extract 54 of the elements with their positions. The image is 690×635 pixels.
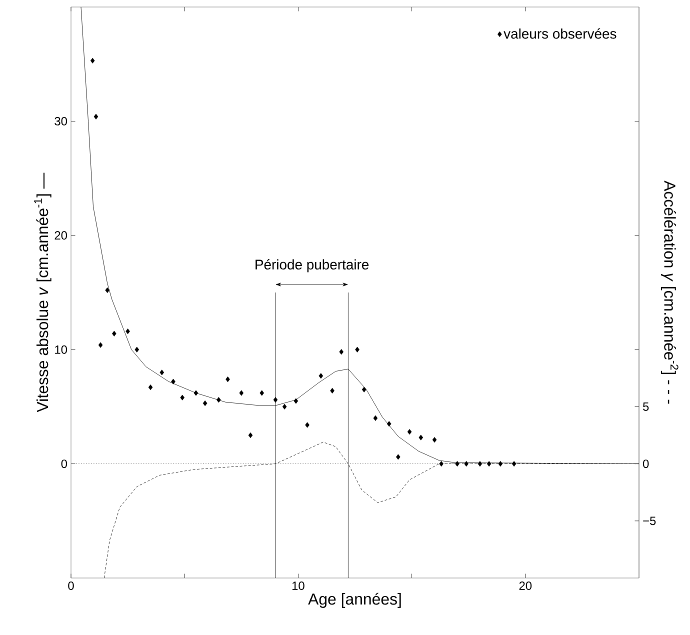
point	[126, 328, 130, 334]
y-tick-label: 20	[54, 231, 68, 240]
point	[112, 330, 116, 336]
y2-tick-label: −5	[643, 516, 656, 526]
point	[498, 461, 503, 467]
y-tick-label: 30	[54, 116, 68, 126]
point	[373, 415, 378, 421]
point	[94, 114, 98, 120]
x-tick-label: 0	[68, 582, 74, 590]
point	[464, 461, 468, 467]
point	[396, 454, 400, 460]
x-tick-label: 10	[292, 582, 304, 590]
point	[355, 346, 360, 352]
point	[330, 388, 334, 394]
point	[194, 390, 198, 396]
point	[339, 349, 344, 355]
point	[260, 390, 264, 396]
y2-tick-label: 0	[642, 460, 649, 468]
legend-label: valeurs observées	[504, 28, 616, 39]
point	[239, 390, 244, 396]
point	[418, 434, 424, 440]
y2-axis-title: Accélération γ [cm.année$^{-2}$] - - -	[660, 180, 678, 404]
y2-tick-label: 5	[643, 402, 649, 411]
y-tick-label: 0	[61, 460, 68, 468]
point	[386, 421, 392, 427]
point	[273, 397, 278, 403]
point	[180, 394, 184, 400]
point	[98, 342, 103, 348]
point	[512, 461, 516, 467]
x-tick-label: 20	[519, 582, 532, 590]
point	[160, 370, 164, 376]
point	[478, 461, 482, 467]
point	[439, 461, 444, 467]
point	[282, 404, 287, 410]
point	[148, 384, 153, 390]
y-tick-label: 10	[55, 345, 68, 354]
point	[171, 378, 176, 384]
point	[134, 346, 140, 352]
point	[407, 429, 412, 435]
point	[202, 400, 208, 406]
point	[486, 461, 492, 467]
y-axis-title: Vitesse absolue v [cm.année$^{-1}$] —	[34, 172, 52, 412]
point	[294, 398, 298, 404]
annotation: Période pubertaire	[256, 259, 369, 272]
point	[216, 397, 221, 403]
point	[90, 58, 95, 64]
point	[362, 386, 366, 392]
point	[305, 422, 310, 428]
point	[248, 432, 253, 438]
x-axis-title: Age [années]	[308, 592, 401, 608]
point	[318, 373, 324, 379]
point	[226, 376, 230, 382]
point	[455, 461, 460, 467]
point	[432, 437, 437, 443]
